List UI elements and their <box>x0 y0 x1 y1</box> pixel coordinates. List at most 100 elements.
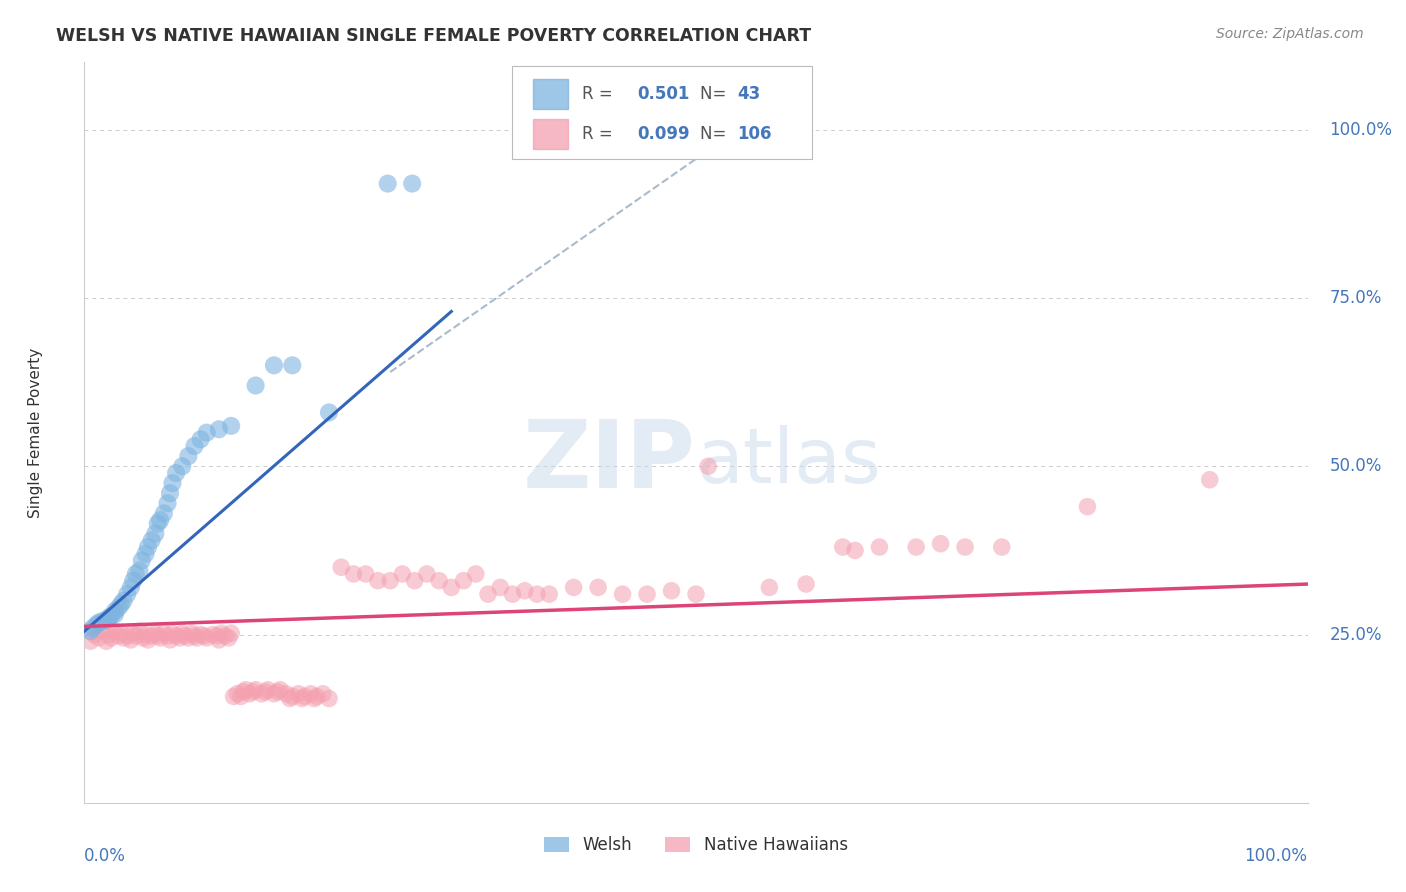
Point <box>122 626 145 640</box>
Point <box>250 687 273 701</box>
FancyBboxPatch shape <box>513 66 813 159</box>
Text: 100.0%: 100.0% <box>1330 120 1392 139</box>
Point <box>661 583 683 598</box>
Point <box>97 627 120 641</box>
Point <box>844 543 866 558</box>
Point <box>330 560 353 574</box>
Point <box>201 627 224 641</box>
Text: 0.099: 0.099 <box>637 125 690 143</box>
Point <box>612 587 634 601</box>
Point <box>87 615 110 630</box>
Point <box>226 687 249 701</box>
Point <box>502 587 524 601</box>
Point <box>242 685 264 699</box>
Text: Source: ZipAtlas.com: Source: ZipAtlas.com <box>1216 27 1364 41</box>
Point <box>276 687 298 701</box>
Point <box>190 433 212 447</box>
Point <box>82 621 104 635</box>
Point <box>104 607 127 622</box>
Bar <box>533 78 568 109</box>
Legend: Welsh, Native Hawaiians: Welsh, Native Hawaiians <box>537 830 855 861</box>
Point <box>304 691 326 706</box>
Point <box>1076 500 1098 514</box>
Point <box>96 634 118 648</box>
Point <box>169 631 191 645</box>
Point <box>257 682 280 697</box>
Point <box>156 496 179 510</box>
Point <box>538 587 561 601</box>
Point <box>291 691 314 706</box>
Point <box>165 466 187 480</box>
Point <box>489 581 512 595</box>
Point <box>232 685 254 699</box>
Point <box>294 690 316 704</box>
Point <box>173 629 195 643</box>
Point <box>278 691 301 706</box>
Point <box>100 608 122 623</box>
Point <box>209 626 232 640</box>
Text: R =: R = <box>582 125 619 143</box>
Text: 0.501: 0.501 <box>637 85 689 103</box>
Point <box>153 507 176 521</box>
Point <box>172 459 194 474</box>
Point <box>136 540 159 554</box>
Point <box>79 634 101 648</box>
Point <box>263 359 285 373</box>
Point <box>367 574 389 588</box>
Point <box>453 574 475 588</box>
Point <box>91 614 114 628</box>
Point <box>104 624 127 639</box>
Text: 43: 43 <box>738 85 761 103</box>
Point <box>1198 473 1220 487</box>
Point <box>318 691 340 706</box>
Point <box>380 574 402 588</box>
Point <box>79 624 101 639</box>
Point <box>97 610 120 624</box>
Point <box>254 685 277 699</box>
Point <box>905 540 928 554</box>
Point <box>513 583 536 598</box>
Point <box>193 629 215 643</box>
Point <box>464 566 486 581</box>
Point <box>143 526 166 541</box>
Point <box>219 626 242 640</box>
Point <box>86 617 108 632</box>
Text: ZIP: ZIP <box>523 417 696 508</box>
Text: 106: 106 <box>738 125 772 143</box>
Point <box>229 690 252 704</box>
Text: N=: N= <box>700 125 731 143</box>
Point <box>107 600 129 615</box>
Point <box>112 594 135 608</box>
Point <box>165 629 187 643</box>
Point <box>586 581 609 595</box>
Point <box>416 566 439 581</box>
Point <box>794 577 817 591</box>
Point <box>208 422 231 436</box>
Point <box>263 687 285 701</box>
Point <box>218 631 240 645</box>
Point <box>110 597 132 611</box>
Text: atlas: atlas <box>696 425 880 500</box>
Point <box>377 177 399 191</box>
Point <box>238 687 260 701</box>
Point <box>404 574 426 588</box>
Point <box>181 626 204 640</box>
Point <box>929 536 952 550</box>
Point <box>342 566 364 581</box>
Point <box>477 587 499 601</box>
Point <box>391 566 413 581</box>
Point <box>125 629 148 643</box>
Point <box>115 587 138 601</box>
Text: N=: N= <box>700 85 731 103</box>
Point <box>136 632 159 647</box>
Point <box>636 587 658 601</box>
Point <box>128 564 150 578</box>
Point <box>245 378 267 392</box>
Point <box>287 687 309 701</box>
Point <box>562 581 585 595</box>
Point <box>869 540 891 554</box>
Point <box>132 631 155 645</box>
Point <box>159 486 181 500</box>
Point <box>146 516 169 531</box>
Point <box>214 629 236 643</box>
